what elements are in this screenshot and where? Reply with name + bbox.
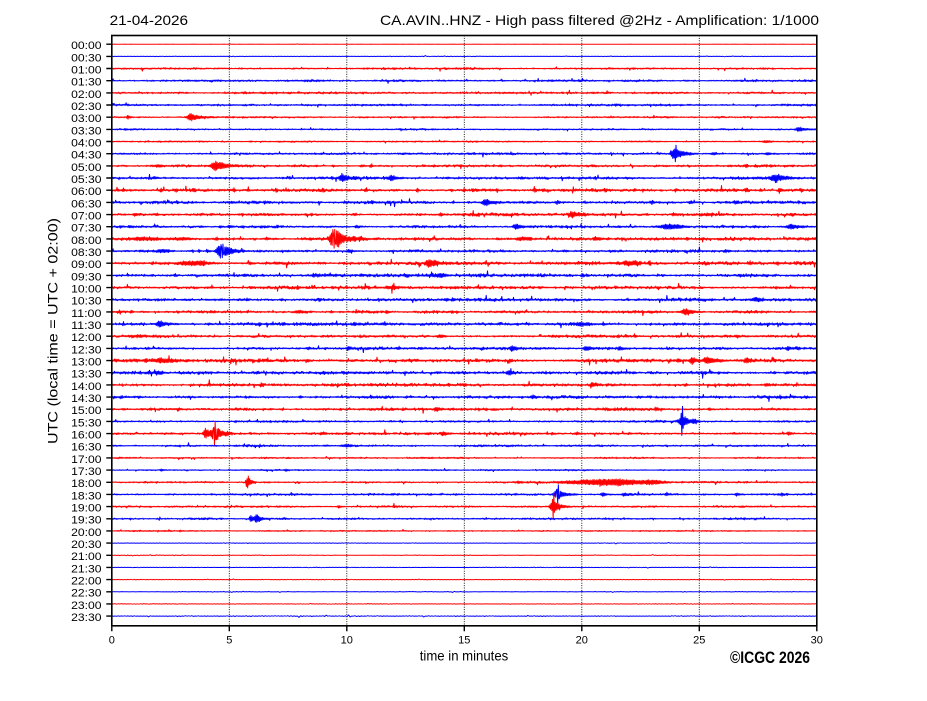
- svg-text:16:00: 16:00: [71, 430, 101, 442]
- svg-text:01:00: 01:00: [71, 64, 101, 76]
- svg-text:CA.AVIN..HNZ - High pass filte: CA.AVIN..HNZ - High pass filtered @2Hz -…: [380, 12, 819, 28]
- svg-text:07:30: 07:30: [71, 223, 101, 235]
- svg-text:08:30: 08:30: [71, 247, 101, 259]
- svg-text:25: 25: [693, 635, 705, 647]
- svg-text:18:30: 18:30: [71, 490, 101, 502]
- svg-text:09:00: 09:00: [71, 259, 101, 271]
- svg-text:14:00: 14:00: [71, 381, 101, 393]
- svg-text:15: 15: [458, 635, 470, 647]
- svg-text:12:00: 12:00: [71, 332, 101, 344]
- svg-text:©ICGC 2026: ©ICGC 2026: [730, 648, 810, 667]
- svg-text:05:00: 05:00: [71, 162, 101, 174]
- svg-text:18:00: 18:00: [71, 478, 101, 490]
- svg-text:01:30: 01:30: [71, 77, 101, 89]
- svg-text:13:00: 13:00: [71, 357, 101, 369]
- svg-text:06:00: 06:00: [71, 186, 101, 198]
- svg-text:21:00: 21:00: [71, 551, 101, 563]
- svg-text:12:30: 12:30: [71, 344, 101, 356]
- svg-text:00:30: 00:30: [71, 52, 101, 64]
- svg-text:17:00: 17:00: [71, 454, 101, 466]
- svg-text:19:00: 19:00: [71, 503, 101, 515]
- svg-text:02:30: 02:30: [71, 101, 101, 113]
- svg-text:02:00: 02:00: [71, 89, 101, 101]
- svg-text:23:30: 23:30: [71, 612, 101, 624]
- svg-text:20:30: 20:30: [71, 539, 101, 551]
- svg-text:10:00: 10:00: [71, 284, 101, 296]
- svg-text:06:30: 06:30: [71, 198, 101, 210]
- svg-text:10:30: 10:30: [71, 296, 101, 308]
- svg-text:15:30: 15:30: [71, 417, 101, 429]
- svg-text:00:00: 00:00: [71, 40, 101, 52]
- svg-text:30: 30: [811, 635, 823, 647]
- svg-text:04:00: 04:00: [71, 137, 101, 149]
- svg-text:13:30: 13:30: [71, 369, 101, 381]
- svg-text:15:00: 15:00: [71, 405, 101, 417]
- svg-text:21-04-2026: 21-04-2026: [110, 12, 189, 28]
- svg-text:14:30: 14:30: [71, 393, 101, 405]
- svg-text:11:00: 11:00: [71, 308, 101, 320]
- svg-text:21:30: 21:30: [71, 563, 101, 575]
- svg-text:08:00: 08:00: [71, 235, 101, 247]
- svg-text:19:30: 19:30: [71, 515, 101, 527]
- svg-text:11:30: 11:30: [71, 320, 101, 332]
- svg-text:22:30: 22:30: [71, 588, 101, 600]
- svg-text:time in minutes: time in minutes: [420, 648, 509, 664]
- svg-text:04:30: 04:30: [71, 150, 101, 162]
- svg-text:17:30: 17:30: [71, 466, 101, 478]
- svg-text:UTC (local time = UTC + 02:00): UTC (local time = UTC + 02:00): [45, 218, 61, 444]
- svg-text:5: 5: [226, 635, 232, 647]
- svg-text:16:30: 16:30: [71, 442, 101, 454]
- svg-text:20:00: 20:00: [71, 527, 101, 539]
- svg-text:10: 10: [341, 635, 353, 647]
- svg-text:03:30: 03:30: [71, 125, 101, 137]
- svg-text:20: 20: [576, 635, 588, 647]
- svg-text:07:00: 07:00: [71, 211, 101, 223]
- svg-text:0: 0: [109, 635, 115, 647]
- svg-text:03:00: 03:00: [71, 113, 101, 125]
- svg-text:05:30: 05:30: [71, 174, 101, 186]
- svg-text:23:00: 23:00: [71, 600, 101, 612]
- svg-text:22:00: 22:00: [71, 576, 101, 588]
- svg-text:09:30: 09:30: [71, 271, 101, 283]
